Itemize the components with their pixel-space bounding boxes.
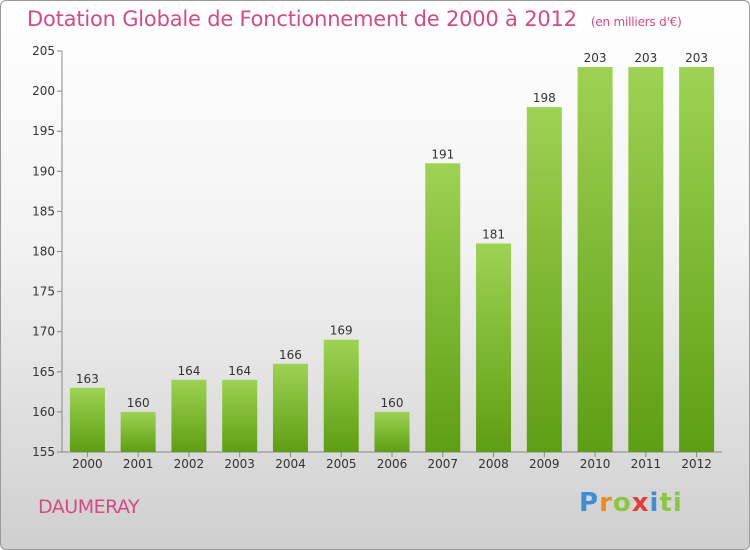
x-tick-label: 2003 bbox=[224, 457, 255, 471]
logo-letter: P bbox=[579, 488, 600, 518]
bar bbox=[272, 363, 308, 452]
y-tick-label: 175 bbox=[32, 285, 55, 299]
x-tick-label: 2001 bbox=[123, 457, 154, 471]
x-tick-label: 2006 bbox=[377, 457, 408, 471]
x-tick-label: 2012 bbox=[681, 457, 712, 471]
bar bbox=[69, 387, 105, 452]
bar bbox=[120, 411, 156, 452]
x-tick-label: 2004 bbox=[275, 457, 306, 471]
x-tick-label: 2007 bbox=[427, 457, 458, 471]
y-tick-label: 180 bbox=[32, 245, 55, 259]
bar bbox=[374, 411, 410, 452]
x-tick-label: 2009 bbox=[529, 457, 560, 471]
y-tick-label: 165 bbox=[32, 365, 55, 379]
data-label: 181 bbox=[482, 227, 505, 241]
chart-subtitle: (en milliers d'€) bbox=[590, 15, 682, 29]
chart-title-text: Dotation Globale de Fonctionnement de 20… bbox=[27, 7, 577, 31]
data-label: 160 bbox=[127, 396, 150, 410]
bar bbox=[476, 243, 512, 452]
data-label: 203 bbox=[584, 51, 607, 65]
data-label: 164 bbox=[228, 364, 251, 378]
proxiti-logo: Proxiti bbox=[579, 488, 683, 518]
bar bbox=[526, 107, 562, 452]
y-tick-label: 195 bbox=[32, 124, 55, 138]
logo-letter: x bbox=[631, 488, 650, 518]
x-tick-label: 2011 bbox=[631, 457, 662, 471]
data-label: 166 bbox=[279, 348, 302, 362]
x-tick-label: 2005 bbox=[326, 457, 357, 471]
x-tick-label: 2010 bbox=[580, 457, 611, 471]
logo-letter: i bbox=[649, 488, 660, 518]
y-tick-label: 205 bbox=[32, 44, 55, 58]
data-label: 203 bbox=[685, 51, 708, 65]
data-label: 191 bbox=[431, 147, 454, 161]
bar bbox=[679, 67, 715, 452]
y-tick-label: 155 bbox=[32, 445, 55, 459]
x-tick-label: 2008 bbox=[478, 457, 509, 471]
data-label: 198 bbox=[533, 91, 556, 105]
data-label: 169 bbox=[330, 324, 353, 338]
data-label: 160 bbox=[381, 396, 404, 410]
data-label: 203 bbox=[634, 51, 657, 65]
logo-letter: r bbox=[599, 488, 613, 518]
x-tick-label: 2000 bbox=[72, 457, 103, 471]
x-tick-label: 2002 bbox=[174, 457, 205, 471]
y-tick-label: 170 bbox=[32, 325, 55, 339]
chart-title: Dotation Globale de Fonctionnement de 20… bbox=[27, 7, 682, 31]
bar bbox=[222, 379, 258, 452]
y-tick-label: 160 bbox=[32, 405, 55, 419]
logo-letter: i bbox=[672, 488, 683, 518]
y-tick-label: 190 bbox=[32, 164, 55, 178]
bar bbox=[425, 163, 461, 452]
bar bbox=[171, 379, 207, 452]
bar bbox=[628, 67, 664, 452]
y-tick-label: 185 bbox=[32, 204, 55, 218]
bar bbox=[323, 339, 359, 452]
data-label: 163 bbox=[76, 372, 99, 386]
bar bbox=[577, 67, 613, 452]
data-label: 164 bbox=[177, 364, 200, 378]
logo-letter: o bbox=[612, 488, 632, 518]
logo-letter: t bbox=[659, 488, 673, 518]
y-tick-label: 200 bbox=[32, 84, 55, 98]
place-name: DAUMERAY bbox=[38, 496, 140, 518]
